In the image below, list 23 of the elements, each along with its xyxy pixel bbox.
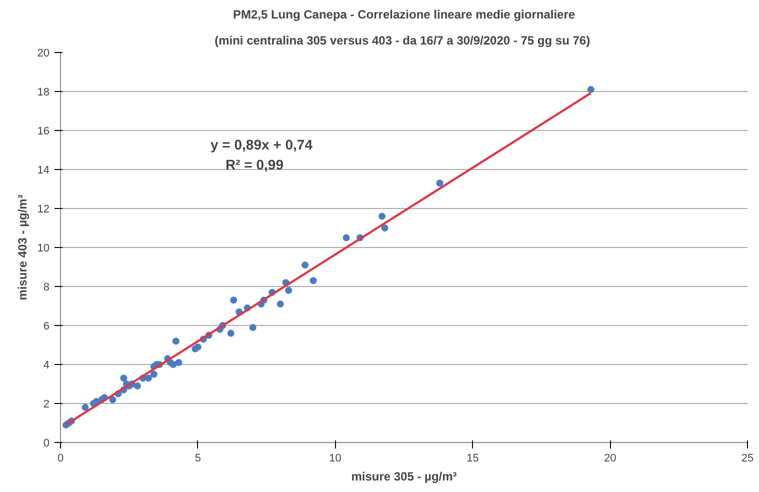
x-tick-label: 25 bbox=[741, 452, 754, 464]
y-tick-label: 10 bbox=[37, 242, 50, 254]
y-tick-label: 14 bbox=[37, 164, 50, 176]
x-axis-title: misure 305 - µg/m³ bbox=[351, 470, 457, 484]
y-tick-label: 0 bbox=[43, 438, 50, 450]
annotation: R² = 0,99 bbox=[226, 156, 284, 172]
x-tick-label: 15 bbox=[466, 452, 479, 464]
y-tick-label: 8 bbox=[43, 282, 50, 294]
y-tick-label: 6 bbox=[43, 320, 50, 332]
y-axis-title: misure 403 - µg/m³ bbox=[15, 194, 30, 300]
y-tick-label: 20 bbox=[37, 48, 50, 60]
y-tick-label: 16 bbox=[37, 126, 50, 138]
y-tick-label: 4 bbox=[43, 360, 50, 372]
y-tick-label: 12 bbox=[37, 204, 50, 216]
chart-subtitle: (mini centralina 305 versus 403 - da 16/7 a 30/9/2020 - 75 gg su 76) bbox=[214, 34, 590, 48]
x-tick-label: 20 bbox=[604, 452, 616, 464]
y-tick-label: 2 bbox=[43, 398, 50, 410]
annotation: y = 0,89x + 0,74 bbox=[210, 136, 313, 152]
chart-title: PM2,5 Lung Canepa - Correlazione lineare medie giornaliere bbox=[232, 8, 576, 22]
x-tick-label: 0 bbox=[57, 452, 64, 464]
y-tick-label: 18 bbox=[37, 86, 50, 98]
x-tick-label: 5 bbox=[194, 452, 201, 464]
x-tick-label: 10 bbox=[329, 452, 342, 464]
